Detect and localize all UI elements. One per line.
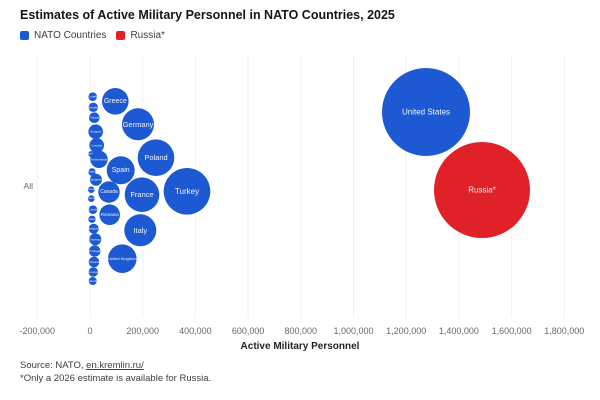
legend-swatch: [116, 31, 126, 40]
bubble-label-canada: Canada: [100, 189, 118, 195]
bubble-estonia[interactable]: [88, 277, 97, 285]
bubble-label-turkey: Turkey: [175, 187, 199, 196]
bubble-label-hungary: Hungary: [90, 130, 102, 134]
bubble-bulgaria[interactable]: [90, 173, 102, 186]
bubble-label-netherlands: Netherlands: [91, 157, 108, 161]
bubble-label-czechia: Czechia: [91, 143, 102, 147]
bubble-finland[interactable]: [89, 112, 100, 123]
bubble-united-states[interactable]: [382, 68, 470, 156]
bubble-greece[interactable]: [102, 88, 129, 115]
bubble-albania[interactable]: [88, 168, 96, 176]
bubble-germany[interactable]: [122, 108, 154, 141]
x-tick-label: 600,000: [232, 326, 265, 336]
bubble-label-belgium: Belgium: [88, 227, 99, 231]
bubble-north-macedonia[interactable]: [88, 215, 96, 223]
bubble-montenegro[interactable]: [88, 195, 95, 202]
bubble-label-spain: Spain: [112, 167, 130, 174]
bubble-united-kingdom[interactable]: [108, 244, 137, 273]
bubble-turkey[interactable]: [163, 168, 211, 215]
bubble-label-lithuania: Lithuania: [88, 260, 101, 264]
bubble-label-croatia: Croatia: [88, 95, 98, 99]
x-tick-label: 200,000: [126, 326, 159, 336]
legend-item-russia-[interactable]: Russia*: [116, 30, 165, 41]
bubble-label-poland: Poland: [144, 153, 167, 162]
bubble-label-slovenia: Slovenia: [87, 188, 97, 191]
x-tick-label: 1,200,000: [386, 326, 426, 336]
bubble-croatia[interactable]: [88, 92, 97, 101]
bubble-spain[interactable]: [106, 156, 135, 185]
source-text: Source: NATO,: [20, 360, 87, 371]
bubble-label-montenegro: Montenegro: [85, 197, 99, 200]
bubble-netherlands[interactable]: [90, 150, 108, 168]
x-tick-label: 1,400,000: [439, 326, 479, 336]
bubble-label-finland: Finland: [89, 116, 99, 120]
chart-title: Estimates of Active Military Personnel i…: [20, 8, 395, 22]
bubble-italy[interactable]: [124, 214, 157, 247]
source-link[interactable]: en.kremlin.ru/: [86, 360, 144, 371]
bubble-label-france: France: [130, 190, 153, 199]
x-tick-label: 1,800,000: [544, 326, 584, 336]
x-tick-label: 1,000,000: [333, 326, 373, 336]
bubble-belgium[interactable]: [88, 223, 99, 234]
legend-item-nato-countries[interactable]: NATO Countries: [20, 30, 106, 41]
bubble-portugal[interactable]: [89, 245, 101, 257]
bubble-label-italy: Italy: [133, 226, 147, 235]
bubble-label-north-macedonia: North Macedonia: [82, 218, 102, 221]
bubble-poland[interactable]: [137, 139, 175, 176]
legend-swatch: [20, 31, 29, 40]
bubble-label-portugal: Portugal: [89, 249, 101, 253]
bubble-slovenia[interactable]: [88, 186, 95, 193]
bubble-label-bulgaria: Bulgaria: [90, 178, 101, 182]
bubble-lithuania[interactable]: [88, 256, 100, 268]
bubble-hungary[interactable]: [88, 124, 103, 139]
bubble-norway[interactable]: [89, 233, 102, 246]
bubble-latvia[interactable]: [88, 205, 98, 214]
bubble-label-russia: Russia*: [468, 186, 496, 195]
x-tick-label: 0: [87, 326, 92, 336]
bubble-canada[interactable]: [98, 181, 120, 203]
bubble-label-albania: Albania: [88, 171, 97, 174]
bubble-label-luxembourg: Luxembourg: [84, 153, 99, 156]
bubble-france[interactable]: [124, 177, 160, 212]
bubble-russia[interactable]: [434, 142, 530, 238]
y-category-label: All: [24, 181, 34, 191]
bubble-label-estonia: Estonia: [88, 279, 98, 283]
bubble-label-germany: Germany: [123, 120, 154, 129]
bubble-denmark[interactable]: [88, 267, 99, 277]
legend-label: Russia*: [130, 30, 165, 41]
chart-footer: Source: NATO, en.kremlin.ru/ *Only a 202…: [20, 359, 211, 385]
x-tick-label: 800,000: [285, 326, 318, 336]
legend-label: NATO Countries: [34, 30, 107, 41]
bubble-label-denmark: Denmark: [87, 270, 100, 274]
bubble-slovakia[interactable]: [88, 102, 99, 113]
x-tick-label: 1,600,000: [492, 326, 532, 336]
x-tick-label: 400,000: [179, 326, 212, 336]
bubble-label-norway: Norway: [90, 237, 101, 241]
bubble-chart: -200,000 0 200,000 400,000 600,000 800,000 1,0…: [20, 55, 584, 336]
bubble-label-united-states: United States: [402, 108, 450, 117]
bubble-czechia[interactable]: [89, 138, 104, 153]
bubble-label-slovakia: Slovakia: [88, 105, 100, 109]
x-axis-title: Active Military Personnel: [240, 341, 360, 352]
bubble-label-romania: Romania: [101, 212, 120, 217]
bubble-label-united-kingdom: United Kingdom: [108, 256, 137, 261]
bubble-label-greece: Greece: [104, 98, 127, 105]
bubble-romania[interactable]: [99, 204, 120, 225]
bubble-label-latvia: Latvia: [89, 208, 97, 212]
source-line: Source: NATO, en.kremlin.ru/: [20, 359, 211, 372]
legend: NATO Countries Russia*: [20, 30, 165, 41]
footnote: *Only a 2026 estimate is available for R…: [20, 373, 212, 384]
x-tick-label: -200,000: [20, 326, 56, 336]
